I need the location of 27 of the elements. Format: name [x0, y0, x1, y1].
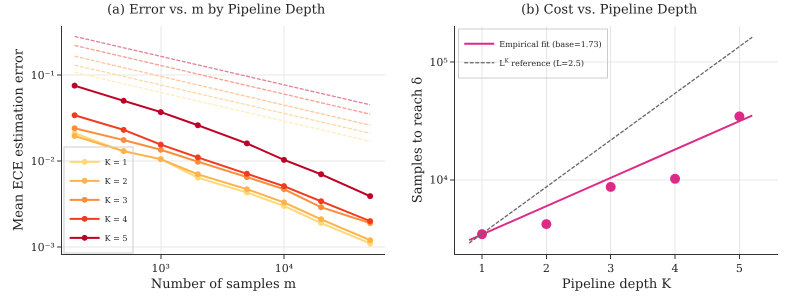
y-tick-label: 10⁻³	[30, 240, 55, 254]
x-tick-label: 5	[736, 262, 743, 276]
x-axis-title: Pipeline depth K	[562, 276, 672, 292]
point	[541, 219, 552, 230]
legend-label: K = 1	[104, 158, 128, 167]
x-tick-label: 3	[607, 262, 614, 276]
legend-label: L$^{K}$ reference (L=2.5)	[499, 58, 584, 68]
legend-label: K = 2	[104, 176, 128, 186]
x-axis-title: Number of samples m	[150, 276, 296, 292]
legend-label: K = 3	[104, 196, 128, 205]
y-tick-label: 10⁵	[429, 56, 448, 70]
x-tick-label: 2	[542, 262, 550, 276]
x-tick-label: 1	[478, 262, 486, 276]
legend-label: Empirical fit (base=1.73)	[499, 40, 602, 49]
x-tick-label: 10⁴	[274, 262, 294, 276]
y-axis-title: Samples to reach δ	[410, 76, 426, 204]
y-axis-title: Mean ECE estimation error	[12, 48, 27, 232]
point	[670, 174, 680, 184]
point	[606, 182, 616, 192]
legend-label: K = 5	[104, 234, 128, 243]
y-tick-label: 10⁻²	[30, 154, 55, 168]
chart-title: (a) Error vs. m by Pipeline Depth	[107, 2, 326, 18]
legend-label: K = 4	[104, 214, 128, 224]
x-tick-label: 4	[672, 262, 679, 276]
y-tick-label: 10⁻¹	[30, 68, 55, 82]
chart-title: (b) Cost vs. Pipeline Depth	[521, 2, 698, 18]
x-tick-label: 10³	[152, 262, 170, 276]
